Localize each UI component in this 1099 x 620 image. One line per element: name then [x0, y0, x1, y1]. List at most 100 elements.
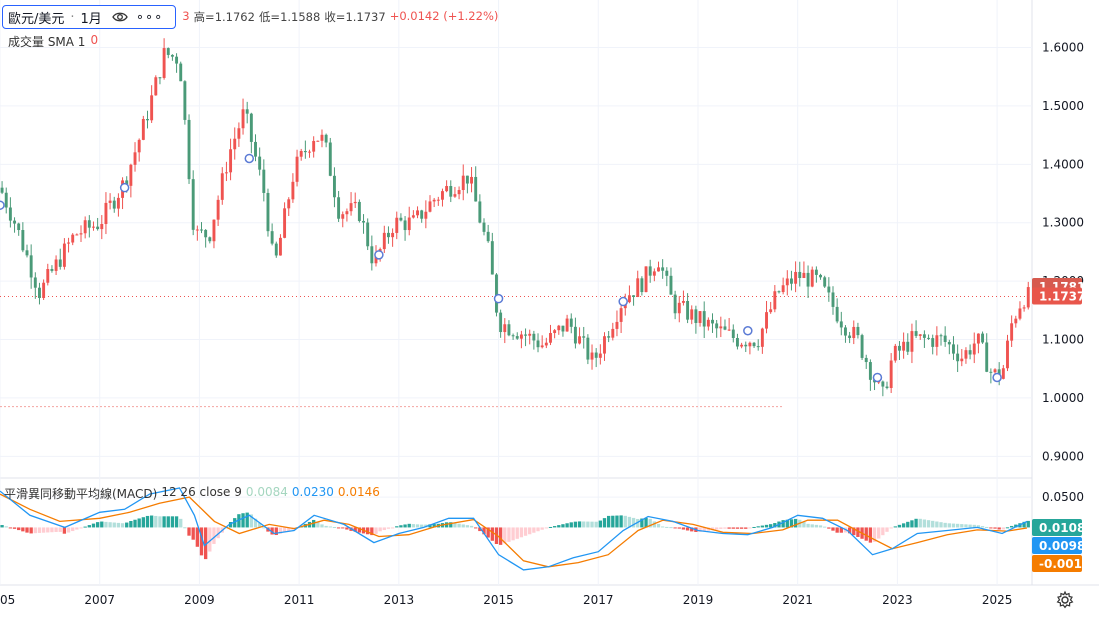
candle-body — [337, 197, 341, 219]
candle-body — [362, 220, 365, 223]
macd-histogram-bar — [62, 527, 67, 534]
candle-body — [62, 243, 66, 267]
candle-body — [204, 229, 208, 238]
macd-histogram-bar — [274, 527, 278, 536]
macd-histogram-bar — [810, 524, 814, 528]
macd-histogram-bar — [656, 523, 661, 528]
price-tick-label: 1.5000 — [1042, 99, 1084, 113]
macd-histogram-bar — [91, 523, 96, 528]
candle-body — [428, 201, 432, 212]
candle-body — [212, 219, 216, 242]
candle-body — [233, 138, 237, 150]
macd-histogram-bar — [835, 527, 839, 533]
macd-histogram-bar — [33, 527, 37, 534]
candle-body — [216, 199, 220, 220]
volume-indicator-legend[interactable]: 成交量 SMA 1 0 — [8, 33, 98, 50]
macd-histogram-bar — [428, 524, 432, 528]
volume-label: 成交量 SMA 1 — [8, 35, 86, 49]
macd-histogram-bar — [681, 527, 686, 530]
separator-dot: · — [70, 9, 75, 25]
candle-body — [976, 333, 980, 344]
candle-body — [885, 386, 889, 389]
candle-body — [636, 278, 640, 298]
macd-histogram-bar — [789, 519, 794, 528]
candle-body — [947, 341, 951, 345]
macd-legend[interactable]: 平滑異同移動平均線(MACD) 12 26 close 9 0.0084 0.0… — [4, 485, 380, 502]
price-tick-label: 1.1000 — [1042, 333, 1084, 347]
macd-histogram-bar — [162, 516, 166, 528]
macd-histogram-bar — [619, 515, 623, 528]
candle-body — [524, 334, 528, 336]
candle-body — [827, 286, 831, 293]
time-tick-label: 2011 — [284, 593, 315, 607]
chart-header: 歐元/美元 · 1月 ∘∘∘ 3 高=1.1762 低=1.1588 收=1.1… — [2, 4, 498, 30]
macd-histogram-bar — [644, 517, 648, 528]
candle-body — [387, 232, 390, 238]
candle-body — [353, 201, 357, 204]
symbol-selector[interactable]: 歐元/美元 · 1月 ∘∘∘ — [2, 5, 177, 29]
macd-histogram-bar — [104, 521, 108, 528]
candle-body — [906, 341, 910, 352]
macd-histogram-bar — [353, 527, 357, 532]
macd-histogram-bar — [544, 527, 548, 529]
candle-body — [918, 334, 922, 336]
macd-lines — [0, 487, 1028, 571]
candle-body — [844, 327, 847, 336]
candle-body — [819, 274, 822, 278]
candle-body — [332, 175, 336, 198]
candle-body — [511, 335, 515, 337]
candle-body — [4, 192, 8, 208]
macd-histogram-bar — [158, 516, 162, 528]
candle-body — [370, 246, 374, 264]
macd-histogram-bar — [989, 527, 993, 529]
candle-body — [104, 202, 108, 225]
interval-label[interactable]: 1月 — [80, 11, 102, 27]
macd-histogram-bar — [46, 527, 50, 533]
gear-icon[interactable] — [1055, 590, 1075, 610]
time-tick-label: 2013 — [384, 593, 415, 607]
candle-body — [706, 319, 710, 327]
macd-badge-hist-text: 0.0108 — [1039, 521, 1085, 535]
candle-body — [773, 291, 777, 310]
candle-body — [457, 190, 461, 195]
candle-body — [295, 156, 299, 182]
candle-body — [441, 191, 444, 200]
macd-histogram-bar — [170, 516, 175, 528]
candle-body — [640, 278, 644, 293]
macd-badge-hist: 0.0108 — [1032, 519, 1085, 536]
candle-body — [229, 149, 233, 173]
macd-histogram-bar — [191, 527, 195, 540]
macd-histogram-bar — [877, 527, 881, 539]
macd-histogram-bar — [760, 525, 765, 528]
macd-histogram-bar — [931, 520, 935, 528]
candle-body — [158, 77, 162, 79]
candle-body — [224, 172, 228, 174]
candle-body — [802, 272, 806, 279]
candle-body — [648, 266, 652, 276]
macd-histogram-bar — [690, 527, 694, 532]
candle-body — [931, 338, 935, 347]
price-tick-label: 1.6000 — [1042, 41, 1084, 55]
candle-body — [864, 357, 868, 363]
macd-histogram-bar — [474, 527, 478, 529]
low-value: 低=1.1588 — [258, 10, 321, 24]
macd-histogram-bar — [548, 526, 553, 528]
macd-histogram-bar — [332, 527, 337, 529]
macd-histogram-bar — [893, 526, 897, 528]
macd-histogram-bar — [233, 518, 237, 528]
macd-histogram-bar — [710, 527, 715, 531]
macd-histogram-bar — [806, 523, 810, 528]
macd-histogram-bar — [287, 527, 291, 531]
macd-histogram-bar — [216, 527, 220, 539]
candle-body — [582, 336, 586, 338]
candle-body — [179, 63, 183, 82]
candle-body — [399, 217, 403, 221]
symbol-name[interactable]: 歐元/美元 — [8, 11, 65, 27]
eye-icon[interactable] — [112, 11, 128, 23]
event-marker-icon — [743, 326, 753, 336]
candle-body — [789, 278, 793, 284]
more-options-icon[interactable]: ∘∘∘ — [135, 9, 164, 25]
candle-body — [652, 271, 656, 276]
